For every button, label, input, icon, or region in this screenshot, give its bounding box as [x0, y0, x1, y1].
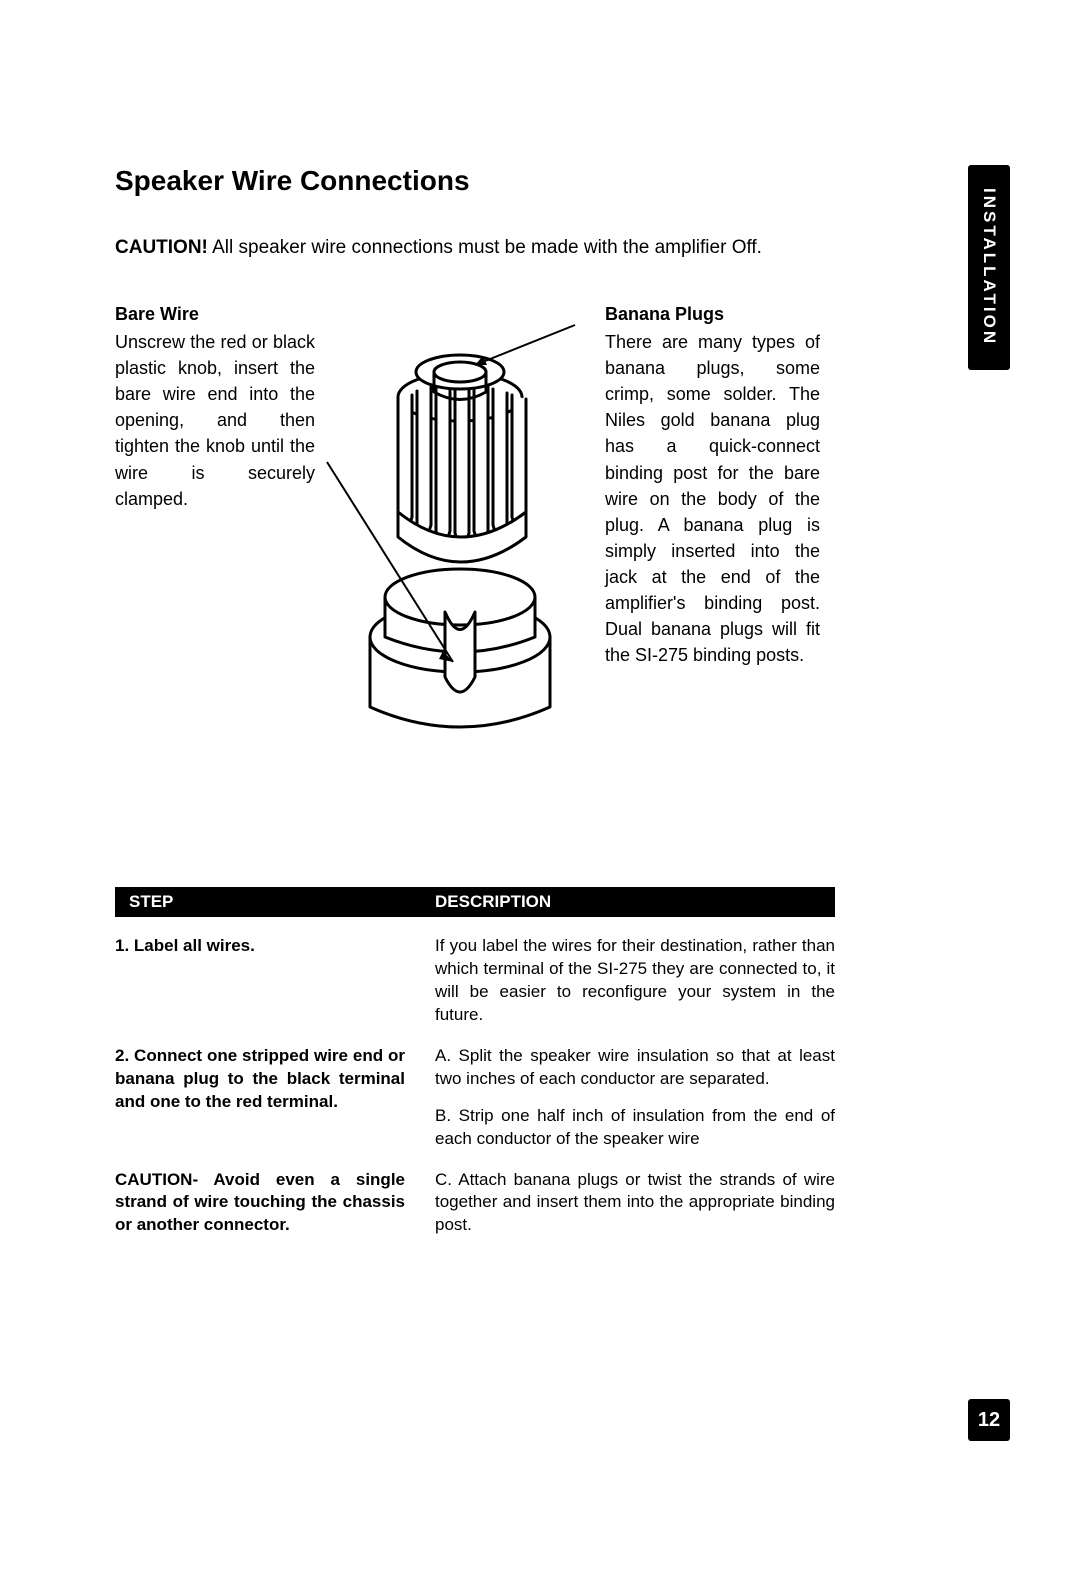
- table-row: CAUTION- Avoid even a single strand of w…: [115, 1151, 835, 1238]
- banana-body: There are many types of banana plugs, so…: [605, 329, 820, 668]
- table-header-desc: DESCRIPTION: [435, 892, 835, 912]
- page-title: Speaker Wire Connections: [115, 165, 960, 197]
- banana-heading: Banana Plugs: [605, 301, 820, 327]
- page: INSTALLATION 12 Speaker Wire Connections…: [0, 0, 1080, 1591]
- table-row: 2. Connect one stripped wire end or bana…: [115, 1027, 835, 1151]
- caution-bold: CAUTION!: [115, 237, 208, 258]
- steps-table: STEP DESCRIPTION 1. Label all wires. If …: [115, 887, 835, 1237]
- table-row: 1. Label all wires. If you label the wir…: [115, 917, 835, 1027]
- table-header-step: STEP: [115, 892, 435, 912]
- caution-text: All speaker wire connections must be mad…: [208, 237, 762, 258]
- bare-wire-column: Bare Wire Unscrew the red or black plast…: [115, 301, 315, 827]
- step-desc: C. Attach banana plugs or twist the stra…: [435, 1169, 835, 1238]
- step-desc: If you label the wires for their destina…: [435, 935, 835, 1027]
- caution-line: CAUTION! All speaker wire connections mu…: [115, 237, 960, 259]
- binding-post-illustration: [325, 307, 595, 827]
- step-desc: A. Split the speaker wire insulation so …: [435, 1045, 835, 1091]
- banana-plugs-column: Banana Plugs There are many types of ban…: [605, 301, 820, 827]
- step-caution: CAUTION- Avoid even a single strand of w…: [115, 1169, 435, 1238]
- page-number: 12: [968, 1399, 1010, 1441]
- section-tab: INSTALLATION: [968, 165, 1010, 370]
- step-label: 1. Label all wires.: [115, 936, 255, 955]
- table-header: STEP DESCRIPTION: [115, 887, 835, 917]
- section-tab-label: INSTALLATION: [979, 188, 999, 346]
- bare-wire-heading: Bare Wire: [115, 301, 315, 327]
- illustration-column: [315, 301, 605, 827]
- step-desc: B. Strip one half inch of insulation fro…: [435, 1105, 835, 1151]
- bare-wire-body: Unscrew the red or black plastic knob, i…: [115, 329, 315, 512]
- upper-columns: Bare Wire Unscrew the red or black plast…: [115, 301, 960, 827]
- step-label: 2. Connect one stripped wire end or bana…: [115, 1046, 405, 1111]
